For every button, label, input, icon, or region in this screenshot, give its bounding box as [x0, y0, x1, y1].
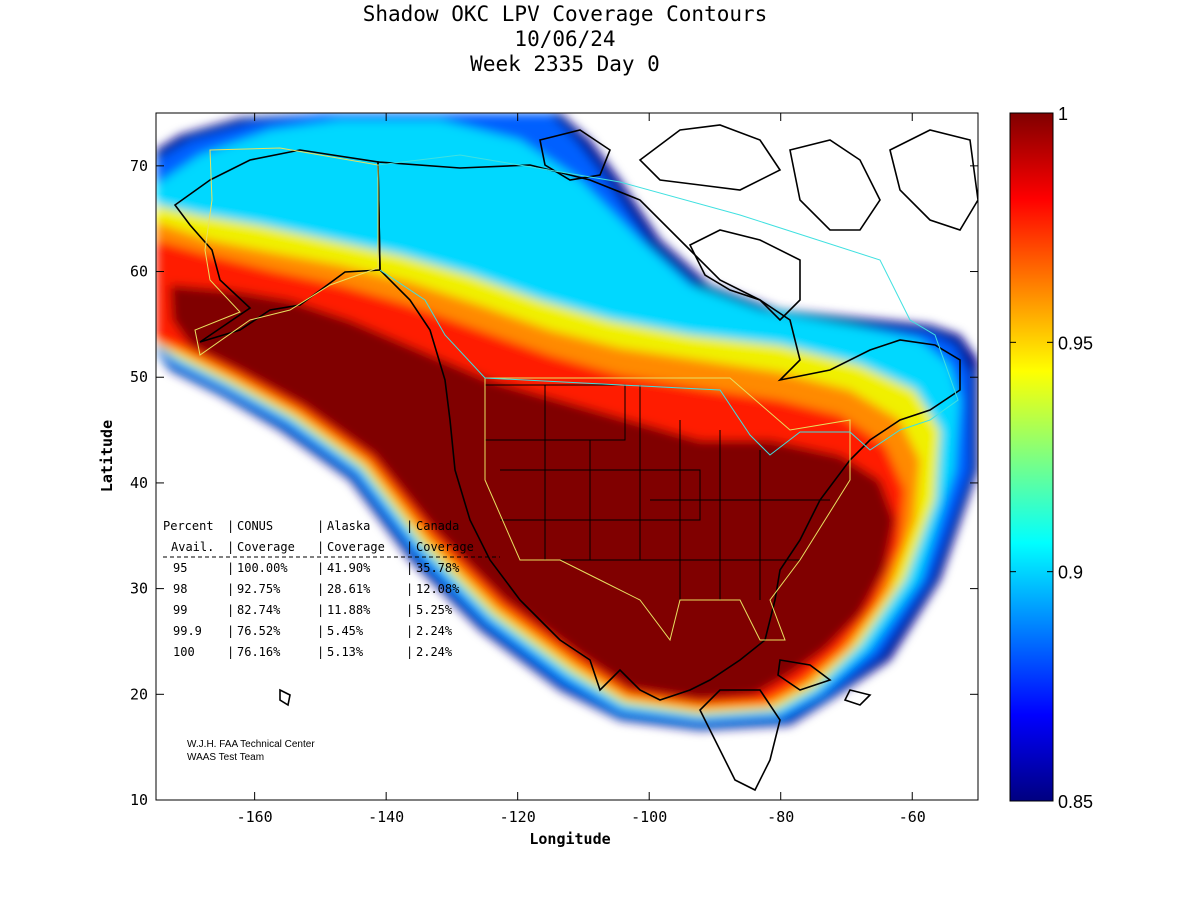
- stats-header-2-cell: Coverage: [327, 540, 385, 554]
- stats-row-cell: 100.00%: [237, 561, 288, 575]
- stats-header-1-cell: CONUS: [237, 519, 273, 533]
- stats-header-1-cell: Percent: [163, 519, 214, 533]
- stats-row-cell: 98: [173, 582, 187, 596]
- stats-row-cell: 76.16%: [237, 645, 281, 659]
- y-tick-label: 30: [130, 580, 148, 598]
- stats-separator: |: [406, 540, 413, 554]
- stats-separator: |: [317, 603, 324, 617]
- colorbar-tick-label: 0.85: [1058, 792, 1093, 812]
- stats-row-cell: 41.90%: [327, 561, 371, 575]
- stats-separator: |: [406, 561, 413, 575]
- stats-header-2-cell: Coverage: [416, 540, 474, 554]
- stats-row-cell: 35.78%: [416, 561, 460, 575]
- stats-header-2-cell: Avail.: [171, 540, 214, 554]
- stats-row-cell: 11.88%: [327, 603, 371, 617]
- coastlines: [173, 124, 978, 792]
- stats-row-cell: 2.24%: [416, 645, 453, 659]
- stats-separator: |: [406, 624, 413, 638]
- chart-title-line-1: Shadow OKC LPV Coverage Contours: [362, 2, 768, 26]
- y-tick-label: 70: [130, 157, 148, 175]
- x-tick-label: -160: [237, 808, 273, 826]
- stats-separator: |: [406, 645, 413, 659]
- contour-deep-red: [170, 285, 895, 700]
- stats-separator: |: [227, 582, 234, 596]
- stats-separator: |: [317, 561, 324, 575]
- colorbar-tick-label: 1: [1058, 104, 1068, 124]
- stats-separator: |: [227, 561, 234, 575]
- chart-title-line-2: 10/06/24: [514, 27, 616, 51]
- colorbar-tick-label: 0.9: [1058, 563, 1083, 583]
- stats-separator: |: [406, 519, 413, 533]
- x-axis-title: Longitude: [529, 830, 610, 848]
- colorbar: [1009, 112, 1054, 802]
- y-tick-label: 40: [130, 474, 148, 492]
- coverage-contours: [156, 113, 978, 792]
- coverage-stats-table: Percent CONUS Alaska Canada| | |Avail. Coverag…: [163, 519, 474, 659]
- stats-row-cell: 82.74%: [237, 603, 281, 617]
- colorbar-tick-label: 0.95: [1058, 333, 1093, 353]
- stats-header-2-cell: Coverage: [237, 540, 295, 554]
- stats-header-1-cell: Canada: [416, 519, 459, 533]
- stats-header-1-cell: Alaska: [327, 519, 370, 533]
- x-tick-label: -140: [368, 808, 404, 826]
- credit-line-1: W.J.H. FAA Technical Center: [187, 739, 315, 750]
- stats-row-cell: 12.08%: [416, 582, 460, 596]
- stats-row-cell: 2.24%: [416, 624, 453, 638]
- stats-separator: |: [227, 624, 234, 638]
- x-tick-label: -100: [631, 808, 667, 826]
- colorbar-ticks: 1 0.95 0.9 0.85: [1010, 104, 1093, 812]
- stats-separator: |: [227, 540, 234, 554]
- stats-separator: |: [317, 540, 324, 554]
- stats-separator: |: [406, 603, 413, 617]
- stats-separator: |: [227, 603, 234, 617]
- stats-separator: |: [317, 645, 324, 659]
- stats-row-cell: 5.45%: [327, 624, 364, 638]
- stats-row-cell: 5.25%: [416, 603, 453, 617]
- stats-separator: |: [317, 582, 324, 596]
- stats-separator: |: [406, 582, 413, 596]
- stats-separator: |: [227, 645, 234, 659]
- stats-row-cell: 5.13%: [327, 645, 364, 659]
- stats-separator: |: [317, 519, 324, 533]
- plot-frame: [155, 112, 979, 801]
- x-axis: -160 -140 -120 -100 -80 -60: [237, 113, 926, 826]
- x-tick-label: -120: [500, 808, 536, 826]
- x-tick-label: -80: [767, 808, 794, 826]
- y-axis: 10 20 30 40 50 60 70: [130, 157, 978, 809]
- credit-line-2: WAAS Test Team: [187, 752, 264, 763]
- stats-row-cell: 99.9: [173, 624, 202, 638]
- state-borders: [485, 384, 830, 600]
- stats-row-cell: 100: [173, 645, 195, 659]
- stats-separator: |: [317, 624, 324, 638]
- stats-row-cell: 92.75%: [237, 582, 281, 596]
- x-tick-label: -60: [899, 808, 926, 826]
- stats-row-cell: 28.61%: [327, 582, 371, 596]
- y-tick-label: 50: [130, 368, 148, 386]
- y-axis-title: Latitude: [98, 420, 116, 492]
- canada-boundary: [377, 154, 959, 456]
- stats-separator: |: [227, 519, 234, 533]
- chart-title-line-3: Week 2335 Day 0: [470, 52, 660, 76]
- conus-boundary: [194, 147, 851, 642]
- y-tick-label: 10: [130, 791, 148, 809]
- stats-row-cell: 76.52%: [237, 624, 281, 638]
- stats-row-cell: 99: [173, 603, 187, 617]
- y-tick-label: 20: [130, 685, 148, 703]
- stats-row-cell: 95: [173, 561, 187, 575]
- y-tick-label: 60: [130, 263, 148, 281]
